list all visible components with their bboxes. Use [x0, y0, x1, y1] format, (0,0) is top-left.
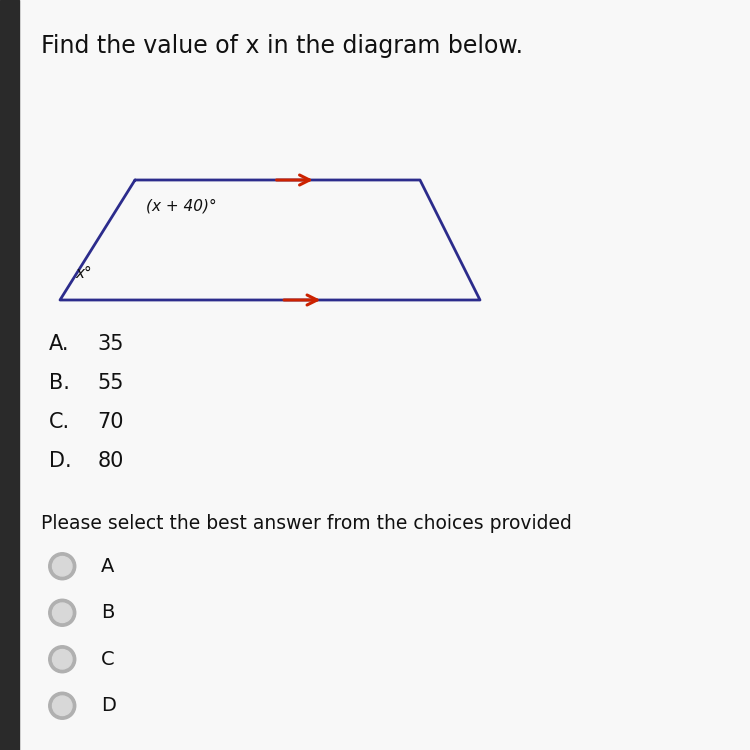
Text: Find the value of x in the diagram below.: Find the value of x in the diagram below…: [41, 34, 524, 58]
Text: C.: C.: [49, 412, 70, 432]
Text: B: B: [101, 603, 115, 622]
Circle shape: [53, 696, 72, 715]
Circle shape: [49, 553, 76, 580]
Circle shape: [49, 692, 76, 719]
Text: D: D: [101, 696, 116, 715]
Text: x°: x°: [75, 266, 92, 281]
Text: 80: 80: [98, 451, 124, 471]
Circle shape: [53, 603, 72, 622]
Bar: [0, 0, 19, 750]
Text: 55: 55: [98, 373, 124, 393]
Text: C: C: [101, 650, 115, 669]
Text: 35: 35: [98, 334, 124, 354]
Text: 70: 70: [98, 412, 124, 432]
Text: Please select the best answer from the choices provided: Please select the best answer from the c…: [41, 514, 572, 532]
Circle shape: [53, 556, 72, 576]
Circle shape: [49, 599, 76, 626]
Text: A.: A.: [49, 334, 69, 354]
Circle shape: [53, 650, 72, 669]
Text: A: A: [101, 556, 115, 576]
Text: D.: D.: [49, 451, 71, 471]
Text: B.: B.: [49, 373, 70, 393]
Circle shape: [49, 646, 76, 673]
Text: (x + 40)°: (x + 40)°: [146, 199, 217, 214]
